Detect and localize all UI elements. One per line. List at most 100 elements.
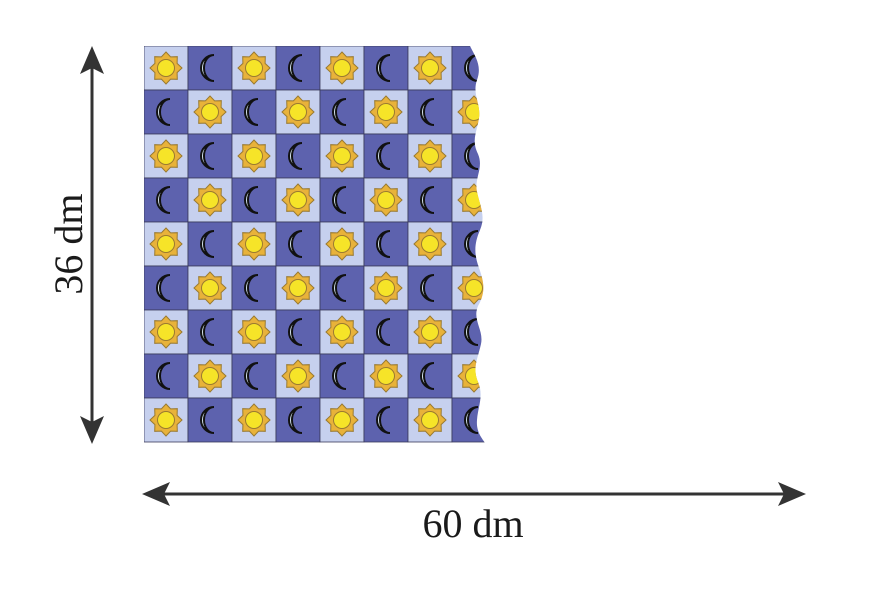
sun-icon: [502, 140, 534, 172]
sun-icon: [281, 271, 315, 305]
moon-tile: [187, 133, 233, 179]
arrow-head-left: [142, 482, 170, 506]
arrow-head-up: [80, 46, 104, 74]
sun-tile: [231, 309, 277, 355]
sun-tile: [144, 46, 189, 91]
moon-tile: [451, 309, 485, 355]
sun-tile: [363, 265, 409, 311]
sun-icon: [369, 95, 403, 129]
sun-icon: [369, 183, 403, 217]
moon-tile: [451, 397, 485, 443]
sun-icon: [237, 315, 271, 349]
moon-tile: [407, 177, 453, 223]
moon-tile: [144, 177, 189, 223]
sun-icon: [325, 51, 359, 85]
sun-icon: [413, 51, 447, 85]
sun-tile: [275, 89, 321, 135]
width-dimension-arrow: [142, 482, 806, 506]
sun-tile: [231, 221, 277, 267]
moon-tile: [231, 177, 277, 223]
moon-icon: [509, 275, 522, 301]
sun-icon: [237, 403, 271, 437]
sun-tile: [407, 46, 453, 91]
moon-tile: [363, 133, 409, 179]
sun-icon: [413, 227, 447, 261]
moon-icon: [509, 99, 522, 125]
moon-tile: [275, 46, 321, 91]
sun-tile: [231, 397, 277, 443]
sun-tile: [144, 221, 189, 267]
moon-tile: [275, 309, 321, 355]
moon-tile: [363, 46, 409, 91]
sun-icon: [457, 95, 485, 129]
sun-icon: [325, 139, 359, 173]
moon-tile: [451, 133, 485, 179]
sun-icon: [413, 315, 447, 349]
sun-tile: [275, 265, 321, 311]
moon-tile: [363, 309, 409, 355]
sun-tile: [275, 177, 321, 223]
moon-tile: [319, 265, 365, 311]
sun-tile: [407, 221, 453, 267]
sun-icon: [325, 403, 359, 437]
moon-tile: [363, 221, 409, 267]
sun-icon: [149, 139, 183, 173]
moon-tile: [451, 46, 485, 91]
sun-tile: [187, 353, 233, 399]
sun-icon: [325, 227, 359, 261]
moon-tile: [187, 309, 233, 355]
sun-icon: [149, 227, 183, 261]
sun-icon: [369, 359, 403, 393]
height-dimension-arrow: [80, 46, 104, 444]
sun-tile: [363, 353, 409, 399]
moon-tile: [231, 265, 277, 311]
sun-icon: [193, 183, 227, 217]
moon-tile: [496, 354, 540, 398]
sun-tile: [496, 398, 540, 442]
sun-icon: [149, 315, 183, 349]
sun-tile: [407, 133, 453, 179]
sun-tile: [231, 133, 277, 179]
moon-tile: [144, 265, 189, 311]
sun-tile: [231, 46, 277, 91]
sun-icon: [369, 271, 403, 305]
sun-icon: [237, 139, 271, 173]
moon-tile: [363, 397, 409, 443]
sun-tile: [144, 309, 189, 355]
sun-tile: [451, 177, 485, 223]
moon-tile: [231, 353, 277, 399]
moon-icon: [509, 363, 522, 389]
sun-tile: [144, 397, 189, 443]
sun-tile: [319, 46, 365, 91]
sun-icon: [193, 271, 227, 305]
sun-tile: [496, 310, 540, 354]
sun-icon: [502, 228, 534, 260]
sun-tile: [275, 353, 321, 399]
sun-tile: [451, 265, 485, 311]
sun-tile: [187, 265, 233, 311]
sun-icon: [325, 315, 359, 349]
sun-icon: [237, 51, 271, 85]
arrow-head-right: [778, 482, 806, 506]
sun-icon: [237, 227, 271, 261]
sun-tile: [319, 397, 365, 443]
moon-tile: [144, 89, 189, 135]
moon-tile: [496, 178, 540, 222]
sun-tile: [319, 221, 365, 267]
moon-tile: [496, 90, 540, 134]
sun-tile: [363, 177, 409, 223]
moon-tile: [187, 221, 233, 267]
sun-icon: [457, 271, 485, 305]
sun-icon: [502, 404, 534, 436]
sun-icon: [502, 52, 534, 84]
sun-icon: [281, 359, 315, 393]
sun-icon: [281, 95, 315, 129]
sun-tile: [187, 177, 233, 223]
sun-icon: [149, 403, 183, 437]
moon-tile: [144, 353, 189, 399]
moon-tile: [231, 89, 277, 135]
moon-tile: [407, 89, 453, 135]
sun-tile: [496, 222, 540, 266]
moon-tile: [187, 397, 233, 443]
sun-icon: [281, 183, 315, 217]
